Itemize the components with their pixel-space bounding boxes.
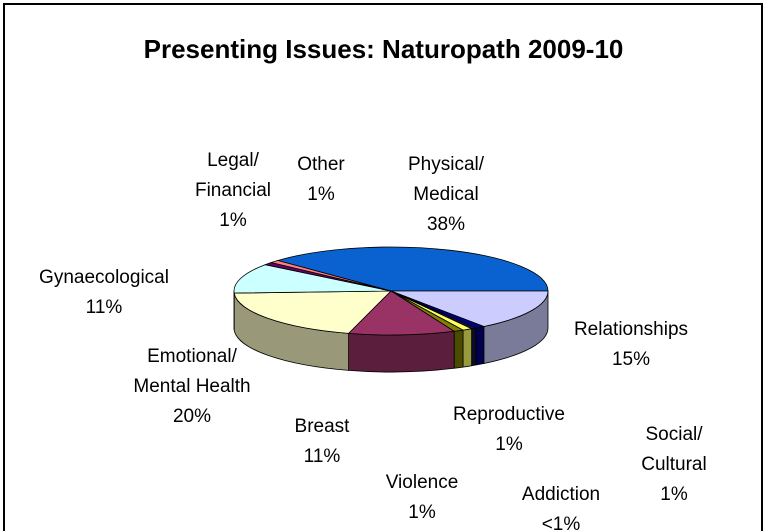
value-label: 1% <box>307 184 335 205</box>
category-label: Addiction <box>521 484 601 505</box>
category-label: Emotional/ Mental Health <box>133 346 251 397</box>
slice <box>233 290 392 334</box>
slice-label: Emotional/ Mental Health 20% <box>133 342 250 432</box>
slice <box>390 290 549 327</box>
slice-label: Social/ Cultural 1% <box>628 420 721 510</box>
category-label: Physical/ Medical <box>407 154 485 205</box>
slice-label: Reproductive 1% <box>453 400 565 460</box>
category-label: Breast <box>294 416 350 437</box>
slice <box>276 246 549 292</box>
slice-side <box>471 327 477 367</box>
value-label: 11% <box>85 297 123 318</box>
slice-label: Addiction <1% <box>522 480 600 531</box>
value-label: 1% <box>219 210 247 231</box>
category-label: Gynaecological <box>39 267 169 288</box>
slice-label: Relationships 15% <box>574 315 688 375</box>
slice-side <box>462 328 473 368</box>
slice <box>347 290 456 336</box>
category-label: Social/ Cultural <box>641 424 707 475</box>
slice-side <box>348 330 455 373</box>
chart-frame <box>3 3 763 531</box>
category-label: Violence <box>385 472 459 493</box>
slice <box>269 260 392 292</box>
category-label: Relationships <box>573 319 689 340</box>
category-label: Other <box>297 154 345 175</box>
slice-label: Other 1% <box>297 150 345 210</box>
slice-label: Physical/ Medical 38% <box>408 150 484 240</box>
chart-title: Presenting Issues: Naturopath 2009-10 <box>143 34 624 64</box>
value-label: 20% <box>172 406 212 427</box>
value-label: 1% <box>660 484 688 505</box>
value-label: 11% <box>303 446 341 467</box>
value-label: 1% <box>408 502 436 523</box>
slice-side <box>475 325 485 366</box>
value-label: 38% <box>426 214 466 235</box>
slice-label: Violence 1% <box>386 468 459 528</box>
category-label: Reproductive <box>453 404 565 425</box>
slice-label: Legal/ Financial 1% <box>195 146 271 236</box>
category-label: Legal/ Financial <box>194 150 272 201</box>
slice-label: Breast 11% <box>295 412 350 472</box>
value-label: 15% <box>611 349 651 370</box>
slice <box>233 264 392 294</box>
slice-label: Gynaecological 11% <box>39 263 169 323</box>
value-label: 1% <box>495 434 523 455</box>
slice-side <box>453 329 464 369</box>
value-label: <1% <box>541 514 581 531</box>
